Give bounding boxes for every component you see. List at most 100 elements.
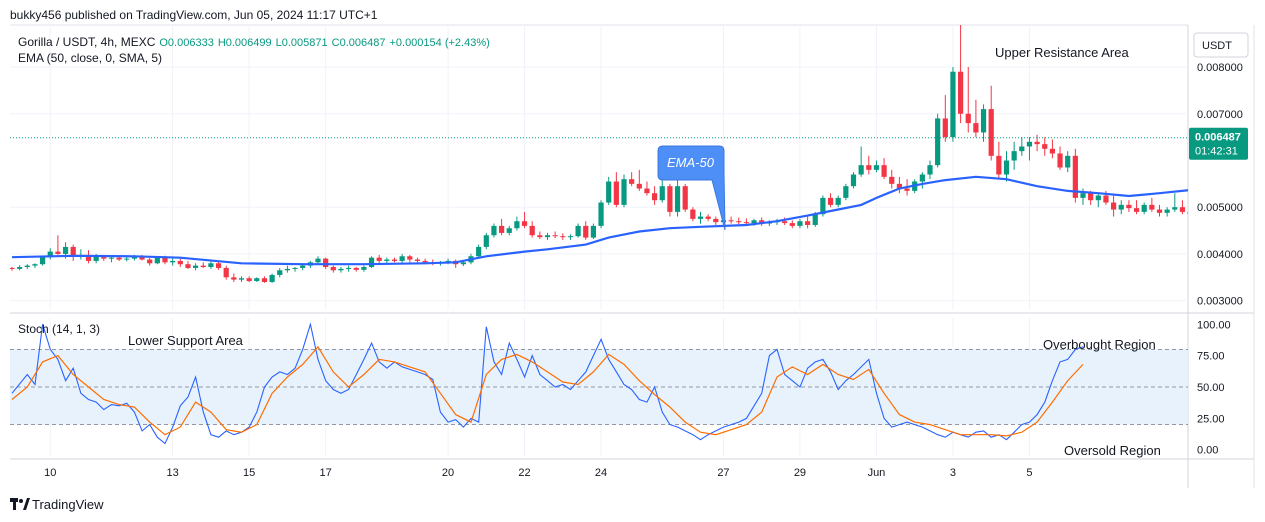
- candle: [973, 99, 979, 138]
- candle: [743, 218, 749, 225]
- candle: [506, 225, 512, 236]
- candle-body: [10, 267, 15, 269]
- candle: [399, 253, 405, 264]
- candle: [827, 193, 834, 208]
- candle-body: [1179, 207, 1186, 212]
- candle-body: [101, 256, 107, 259]
- time-tick-label: 29: [794, 467, 806, 479]
- candle: [652, 186, 658, 205]
- candle-body: [1111, 202, 1117, 210]
- candle: [567, 234, 574, 240]
- candle: [1042, 137, 1048, 156]
- candle-body: [368, 257, 375, 268]
- time-axis-labels: 10 13 15 17 20 22 24 27 29 Jun 3 5: [44, 467, 1032, 479]
- candle-body: [1156, 209, 1163, 213]
- time-tick-label: 27: [717, 467, 729, 479]
- candle-body: [1049, 148, 1055, 154]
- ohlc-change: +0.000154 (+2.43%): [389, 37, 489, 49]
- currency-button[interactable]: USDT: [1193, 32, 1249, 58]
- candle-body: [170, 260, 176, 263]
- candle: [208, 260, 214, 269]
- symbol-name: Gorilla / USDT, 4h, MEXC: [18, 35, 156, 49]
- candle-body: [866, 165, 872, 170]
- candle-body: [827, 197, 834, 205]
- candle-body: [896, 183, 902, 189]
- candle-body: [644, 188, 650, 194]
- stoch-tick-label: 50.00: [1197, 382, 1225, 394]
- candle-body: [843, 186, 849, 198]
- candle-body: [407, 256, 413, 260]
- tradingview-logo[interactable]: TradingView: [10, 497, 104, 512]
- candle: [843, 183, 849, 201]
- stoch-tick-label: 100.00: [1197, 319, 1231, 331]
- candle-body: [873, 165, 880, 170]
- candle-body: [1042, 144, 1048, 149]
- candle: [575, 223, 581, 238]
- tradingview-logo-icon: [10, 498, 30, 510]
- candle-body: [881, 165, 887, 177]
- candle: [1156, 204, 1163, 217]
- candle-body: [346, 267, 352, 269]
- candle: [1172, 193, 1178, 212]
- candle: [292, 267, 298, 272]
- candle-body: [300, 265, 306, 268]
- candle-body: [1164, 209, 1170, 213]
- candle-body: [40, 257, 46, 265]
- candle: [40, 256, 46, 266]
- candle-body: [652, 193, 658, 201]
- candle-body: [483, 235, 489, 247]
- candle-body: [690, 209, 696, 219]
- candle-body: [422, 260, 428, 263]
- candle-body: [24, 265, 30, 268]
- candle-body: [697, 216, 704, 219]
- candle: [200, 262, 206, 268]
- candle-body: [338, 268, 344, 271]
- candle-body: [124, 258, 130, 260]
- candle-body: [1088, 193, 1094, 201]
- candle-body: [797, 221, 803, 226]
- candle: [996, 141, 1002, 180]
- time-tick-label: Jun: [868, 467, 886, 479]
- candle-body: [521, 221, 528, 226]
- candle: [246, 276, 252, 282]
- currency-button-label: USDT: [1202, 40, 1232, 52]
- candle: [858, 146, 864, 177]
- candle-body: [636, 183, 642, 189]
- candle-body: [858, 165, 864, 175]
- time-tick-label: 15: [243, 467, 255, 479]
- candle: [736, 217, 742, 225]
- candle: [269, 273, 275, 283]
- candle-body: [93, 256, 99, 261]
- candle-body: [613, 181, 619, 205]
- time-tick-label: 24: [595, 467, 607, 479]
- stoch-tick-label: 75.00: [1197, 351, 1225, 363]
- candle-body: [384, 259, 390, 261]
- candle: [1026, 137, 1033, 161]
- time-tick-label: 17: [320, 467, 332, 479]
- candle-body: [1133, 208, 1140, 212]
- candle-body: [942, 118, 948, 138]
- candle-body: [1003, 160, 1010, 175]
- candle-body: [782, 221, 788, 224]
- candle-body: [919, 174, 925, 182]
- candle-body: [537, 235, 543, 238]
- candle-body: [1172, 207, 1178, 210]
- candle-body: [1126, 204, 1132, 209]
- candle: [537, 231, 543, 239]
- candle-body: [32, 264, 38, 266]
- candle-body: [904, 188, 910, 191]
- candle: [881, 158, 887, 180]
- candle-body: [927, 165, 933, 175]
- candle-body: [820, 197, 826, 215]
- candle: [376, 254, 382, 264]
- stoch-tick-label: 25.00: [1197, 413, 1225, 425]
- time-tick-label: 3: [950, 467, 956, 479]
- candle-body: [682, 186, 688, 210]
- candle-body: [223, 267, 229, 278]
- ema-indicator-label: EMA (50, close, 0, SMA, 5): [18, 51, 162, 65]
- candle: [598, 200, 604, 229]
- candle: [1164, 207, 1170, 217]
- candle-body: [361, 267, 367, 270]
- price-tick-label: 0.003000: [1197, 296, 1243, 308]
